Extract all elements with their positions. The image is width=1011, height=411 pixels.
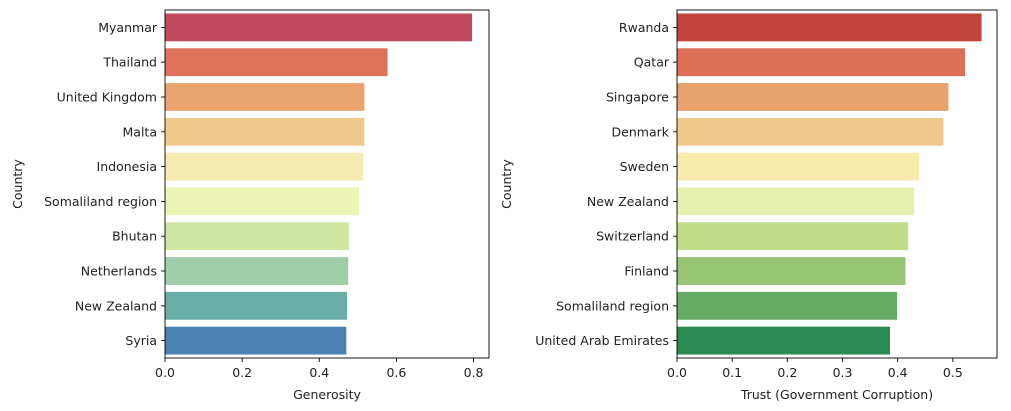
bar-thailand: [165, 48, 388, 77]
y-tick-label: United Kingdom: [57, 90, 157, 105]
y-tick-label: Finland: [624, 264, 669, 279]
x-tick-label: 0.2: [777, 365, 797, 380]
bar-myanmar: [165, 13, 473, 42]
y-tick-label: New Zealand: [587, 194, 669, 209]
y-tick-label: New Zealand: [75, 298, 157, 313]
bar-denmark: [677, 117, 944, 146]
bar-united-kingdom: [165, 83, 365, 111]
y-axis-label: Country: [499, 159, 514, 209]
bar-netherlands: [165, 257, 349, 285]
x-tick-label: 0.3: [833, 365, 853, 380]
bar-qatar: [677, 48, 965, 77]
y-tick-label: Indonesia: [97, 159, 157, 174]
y-tick-label: Switzerland: [596, 229, 669, 244]
y-tick-label: Thailand: [102, 55, 157, 70]
x-tick-label: 0.0: [155, 365, 175, 380]
generosity-panel: Myanmar Thailand United Kingdom Malta Indone…: [10, 9, 490, 402]
bar-switzerland: [677, 222, 909, 251]
y-tick-label: Malta: [123, 124, 157, 139]
x-tick-label: 0.4: [309, 365, 329, 380]
y-tick-label: Netherlands: [81, 264, 157, 279]
x-tick-label: 0.1: [722, 365, 742, 380]
bar-bhutan: [165, 222, 349, 251]
bar-singapore: [677, 83, 949, 111]
x-tick-label: 0.8: [464, 365, 484, 380]
bar-syria: [165, 326, 347, 355]
bar-rwanda: [677, 13, 982, 42]
y-tick-label: Myanmar: [98, 20, 158, 35]
y-tick-label: Syria: [125, 333, 157, 348]
y-tick-label: Somaliland region: [44, 194, 157, 209]
bar-united-arab-emirates: [677, 326, 890, 355]
x-tick-label: 0.4: [888, 365, 908, 380]
x-tick-label: 0.2: [232, 365, 252, 380]
y-axis-label: Country: [10, 159, 25, 209]
y-tick-label: Sweden: [620, 159, 669, 174]
trust-panel: Rwanda Qatar Singapore Denmark Sweden New Zea…: [499, 9, 998, 402]
x-tick-label: 0.0: [667, 365, 687, 380]
y-tick-label: United Arab Emirates: [535, 333, 669, 348]
plot-frame: [676, 9, 998, 359]
y-tick-label: Somaliland region: [556, 298, 669, 313]
bar-indonesia: [165, 152, 364, 181]
bar-finland: [677, 257, 906, 285]
bar-new-zealand: [165, 291, 348, 320]
x-axis-label: Trust (Government Corruption): [740, 387, 933, 402]
y-tick-label: Rwanda: [619, 20, 669, 35]
bar-malta: [165, 117, 365, 146]
y-tick-label: Bhutan: [112, 229, 157, 244]
y-tick-label: Singapore: [606, 90, 669, 105]
bar-new-zealand: [677, 187, 915, 216]
plot-frame: [164, 9, 490, 359]
x-tick-label: 0.6: [386, 365, 406, 380]
x-tick-label: 0.5: [943, 365, 963, 380]
y-tick-label: Qatar: [634, 55, 670, 70]
bar-somaliland-region: [165, 187, 360, 216]
bar-somaliland-region: [677, 291, 898, 320]
x-axis-label: Generosity: [293, 387, 361, 402]
y-tick-label: Denmark: [612, 124, 670, 139]
bar-sweden: [677, 152, 920, 181]
